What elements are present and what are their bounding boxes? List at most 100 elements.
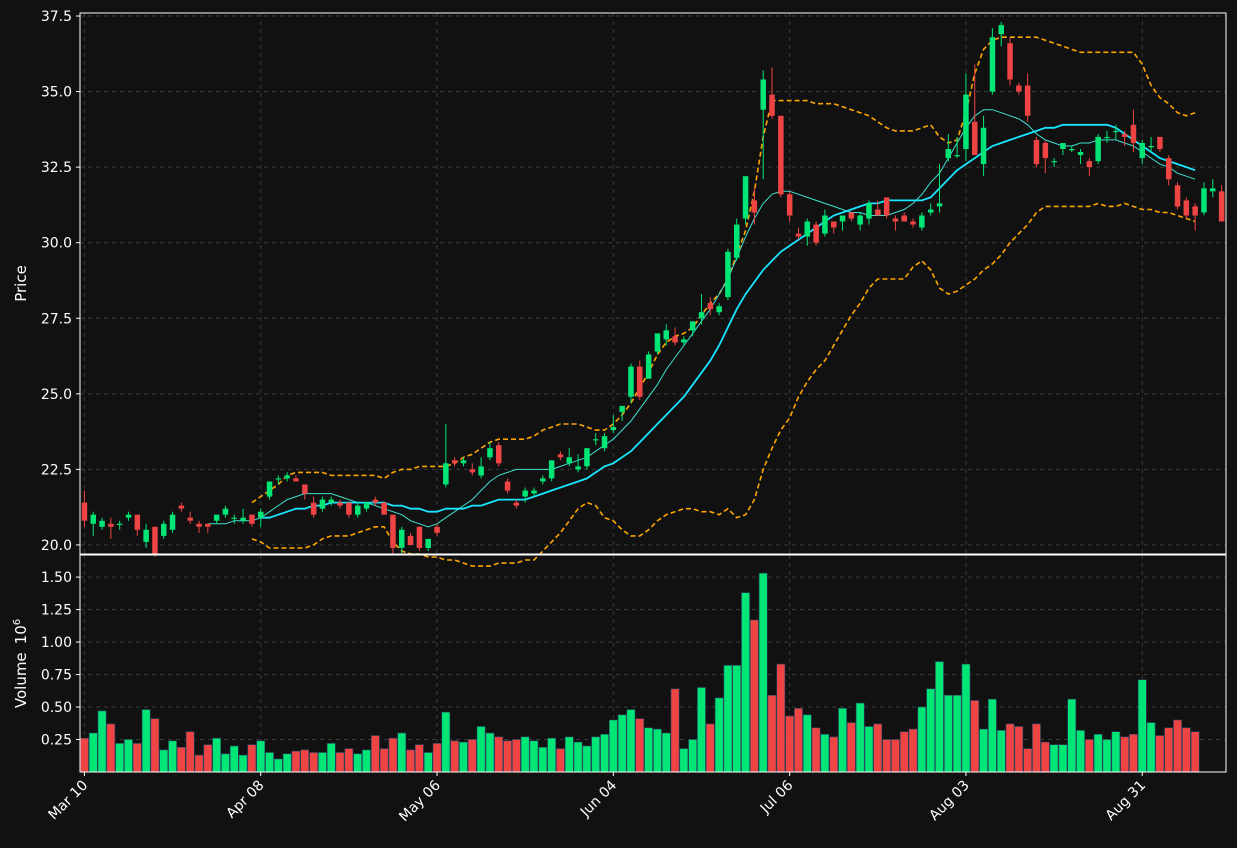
candle-body (1024, 85, 1031, 116)
candle-body (1166, 158, 1172, 180)
candle-body (328, 499, 334, 503)
candle-body (786, 194, 793, 216)
price-axis-label: Price (12, 265, 30, 302)
candle-body (319, 499, 326, 509)
volume-bar (961, 663, 971, 773)
candle-body (619, 405, 625, 412)
volume-bar (635, 718, 645, 773)
volume-bar (247, 744, 257, 773)
candle-body (1060, 143, 1066, 149)
volume-bar (132, 743, 142, 773)
candle-body (337, 502, 343, 506)
volume-bar (926, 688, 935, 773)
volume-bar (1155, 735, 1165, 773)
volume-panel-frame (79, 554, 1227, 773)
volume-bar (564, 736, 574, 773)
volume-bar (388, 737, 398, 773)
volume-tick-label: 0.25 (41, 733, 72, 749)
candle-body (1157, 136, 1163, 149)
volume-bar (653, 728, 662, 773)
volume-axis-label: Volume 106 (12, 619, 30, 708)
volume-bar (1173, 719, 1182, 773)
volume-bar (423, 752, 433, 773)
candle-body (972, 121, 978, 155)
volume-bar (529, 740, 539, 773)
candle-body (548, 460, 555, 479)
volume-bar (838, 707, 847, 773)
candle-body (892, 218, 899, 222)
volume-axis-exponent-power: 6 (12, 619, 23, 625)
volume-bar (1111, 731, 1121, 773)
volume-bar (732, 665, 742, 773)
candle-body (522, 490, 528, 497)
candle-body (161, 523, 167, 536)
candle-body (751, 200, 758, 213)
candle-body (742, 176, 749, 219)
volume-bar (159, 749, 169, 773)
candle-body (355, 505, 361, 515)
volume-bar (300, 749, 310, 773)
volume-axis-label-text: Volume (12, 652, 30, 708)
volume-bar (1129, 733, 1138, 773)
candle-body (134, 514, 141, 530)
volume-tick-label: 1.50 (41, 570, 72, 586)
volume-bar (370, 735, 380, 773)
candle-body (196, 523, 202, 527)
volume-bar (432, 743, 442, 773)
candle-body (689, 321, 696, 331)
candle-body (363, 502, 370, 509)
volume-bar (185, 731, 195, 773)
volume-tick-label: 1.00 (41, 635, 72, 651)
volume-bar (1190, 731, 1200, 773)
volume-bar (115, 743, 124, 773)
candle-body (928, 209, 934, 213)
volume-bar (168, 740, 177, 773)
candle-body (875, 209, 881, 216)
volume-bar (855, 702, 865, 773)
candle-body (390, 514, 396, 548)
candle-body (284, 475, 290, 479)
candle-body (1183, 200, 1190, 216)
candle-body (443, 463, 449, 485)
volume-tick-label: 0.75 (41, 668, 72, 684)
volume-bar (979, 728, 988, 773)
volume-bar (802, 714, 812, 773)
candle-body (1218, 191, 1225, 222)
candle-body (1121, 133, 1128, 137)
volume-bar (917, 706, 927, 773)
volume-bar (1049, 744, 1059, 773)
volume-bar (987, 698, 997, 773)
volume-bar (326, 743, 336, 773)
volume-bar (697, 687, 706, 773)
candle-body (258, 511, 264, 518)
candle-body (831, 221, 837, 228)
volume-bar (212, 737, 222, 773)
candle-body (919, 215, 925, 228)
candle-body (1130, 124, 1137, 143)
candle-body (593, 439, 599, 441)
candle-body (496, 445, 502, 464)
candle-body (857, 215, 863, 225)
volume-bar (141, 709, 151, 773)
volume-bar (282, 753, 292, 773)
volume-bar (820, 733, 830, 773)
price-tick-label: 22.5 (41, 462, 72, 478)
volume-bar (1182, 727, 1191, 773)
candle-body (178, 505, 185, 509)
candle-body (407, 535, 414, 545)
volume-bar (1032, 723, 1041, 773)
volume-bar (600, 733, 609, 773)
volume-bar (238, 754, 248, 773)
candle-body (1192, 206, 1198, 216)
candle-body (883, 197, 890, 216)
candle-body (90, 514, 96, 524)
candle-body (1042, 143, 1049, 159)
volume-bar (644, 727, 653, 773)
candle-body (901, 215, 907, 222)
candle-body (346, 502, 352, 515)
candle-body (99, 520, 105, 527)
volume-bar (362, 749, 371, 773)
volume-bar (1076, 730, 1085, 773)
candle-body (504, 481, 511, 491)
candle-body (954, 155, 960, 157)
